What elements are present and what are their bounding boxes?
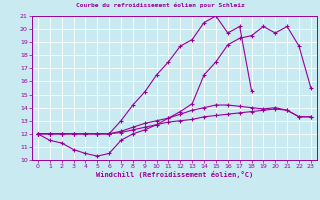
X-axis label: Windchill (Refroidissement éolien,°C): Windchill (Refroidissement éolien,°C) — [96, 171, 253, 178]
Text: Courbe du refroidissement éolien pour Schleiz: Courbe du refroidissement éolien pour Sc… — [76, 2, 244, 7]
